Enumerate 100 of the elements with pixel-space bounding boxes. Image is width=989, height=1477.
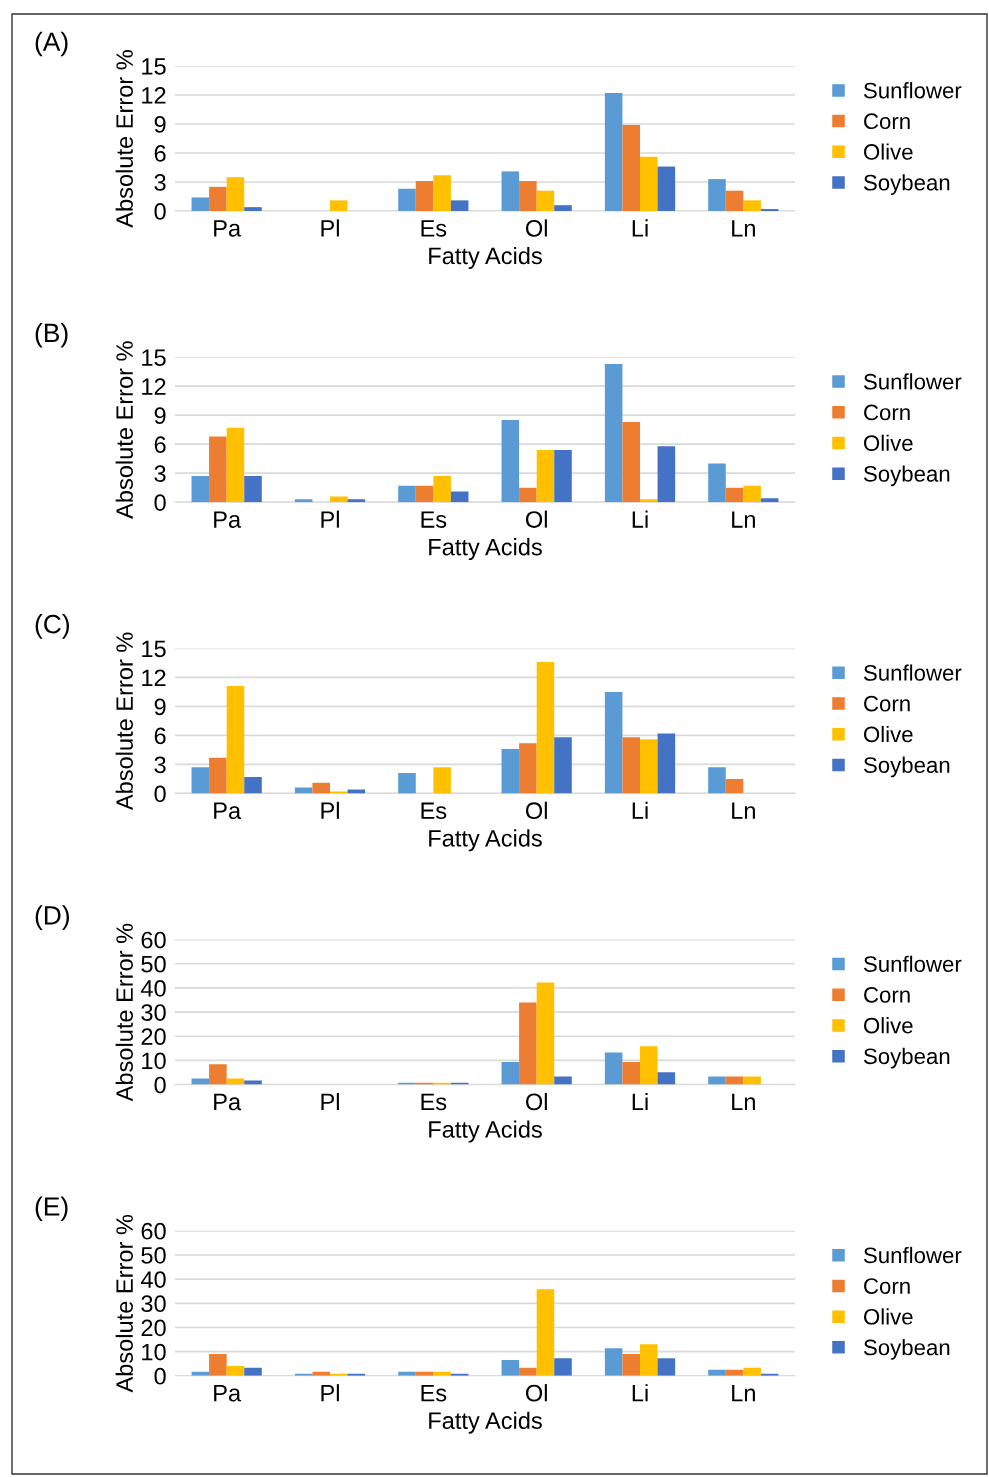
bar [622,737,640,794]
y-tick-label: 30 [141,1295,166,1313]
bar [347,499,366,503]
legend-label: Olive [864,434,913,452]
x-axis-title: Fatty Acids [429,1120,542,1143]
bar [536,982,555,1085]
bar [640,1344,658,1376]
y-tick-label: 0 [154,494,166,511]
y-tick-label: 3 [154,174,166,191]
bar [244,776,262,794]
bar [708,1076,726,1085]
bar [743,1367,761,1376]
bar [743,1076,761,1085]
bar [244,207,262,211]
bar [501,748,520,794]
x-tick-label: Pl [321,219,339,237]
chart-title: (E) [35,1196,68,1222]
bar [554,1358,572,1376]
bar [519,487,537,503]
legend-label: Corn [864,986,910,1003]
x-tick-label: Pa [214,1385,242,1402]
bar [501,420,520,503]
x-tick-label: Es [421,1385,447,1402]
bar [554,737,572,794]
bar [708,179,726,211]
y-tick-label: 9 [154,698,166,716]
x-tick-label: Pa [214,511,242,528]
bar [501,1360,520,1376]
y-tick-label: 15 [142,349,166,366]
y-tick-label: 15 [142,640,166,658]
bar [536,661,555,794]
y-tick-label: 6 [154,436,166,453]
bar [501,1062,520,1085]
x-tick-label: Ln [732,1385,755,1402]
x-axis-title: Fatty Acids [429,1411,542,1434]
y-tick-label: 6 [154,727,166,745]
x-axis-title: Fatty Acids [429,829,542,852]
bar [640,739,658,794]
bar [604,1348,623,1376]
y-axis-title: Absolute Error % [115,923,133,1102]
x-tick-label: Ol [525,1384,547,1402]
legend-label: Corn [864,695,910,712]
bar [725,778,744,794]
y-tick-label: 0 [154,1367,166,1385]
bar [501,171,520,211]
bar [708,767,726,794]
bar [294,499,313,503]
bar [760,498,779,503]
y-axis-title: Absolute Error % [115,632,133,811]
y-tick-label: 20 [141,1319,166,1337]
legend-label: Soybean [863,756,950,778]
x-tick-label: Ln [732,220,755,237]
bar [398,773,416,794]
legend-label: Sunflower [863,664,962,681]
bar [622,124,640,211]
bar [640,499,658,503]
x-tick-label: Pa [214,1093,242,1111]
bar [519,1002,537,1085]
bar [604,93,623,211]
x-tick-label: Pl [321,801,339,819]
bar [536,1289,555,1376]
bar [191,476,210,503]
bar [226,177,245,211]
bar [708,463,726,503]
bar [640,1046,658,1085]
x-tick-label: Pl [321,1092,339,1111]
y-tick-label: 30 [141,1004,166,1021]
y-tick-label: 6 [154,145,166,162]
x-tick-label: Li [632,1384,648,1402]
x-tick-label: Pa [214,802,242,820]
y-tick-label: 10 [142,1052,166,1070]
legend-label: Soybean [863,1339,950,1360]
legend-label: Olive [864,143,913,160]
x-tick-label: Pl [321,1384,339,1402]
y-tick-label: 10 [142,1343,166,1361]
bar [622,421,640,503]
x-tick-label: Pa [214,220,242,237]
y-tick-label: 40 [140,1271,166,1288]
y-tick-label: 12 [142,378,166,395]
x-tick-label: Ln [732,802,755,819]
bar [398,485,416,503]
bar [415,485,434,503]
x-tick-label: Li [632,510,648,528]
bar [604,363,623,503]
bar [657,446,676,503]
legend-label: Soybean [863,174,950,195]
x-tick-label: Li [632,801,648,819]
x-tick-label: Li [632,1092,648,1111]
bar [657,1072,676,1085]
bar [450,200,469,211]
bar [743,200,761,211]
bar [604,691,623,794]
bar [640,156,658,211]
bar [209,436,227,503]
y-axis-title: Absolute Error % [115,1214,133,1393]
x-tick-label: Ol [525,1092,547,1111]
bar [554,1076,572,1085]
y-axis-title: Absolute Error % [115,50,133,228]
legend-label: Soybean [863,465,950,487]
bar [519,743,537,794]
